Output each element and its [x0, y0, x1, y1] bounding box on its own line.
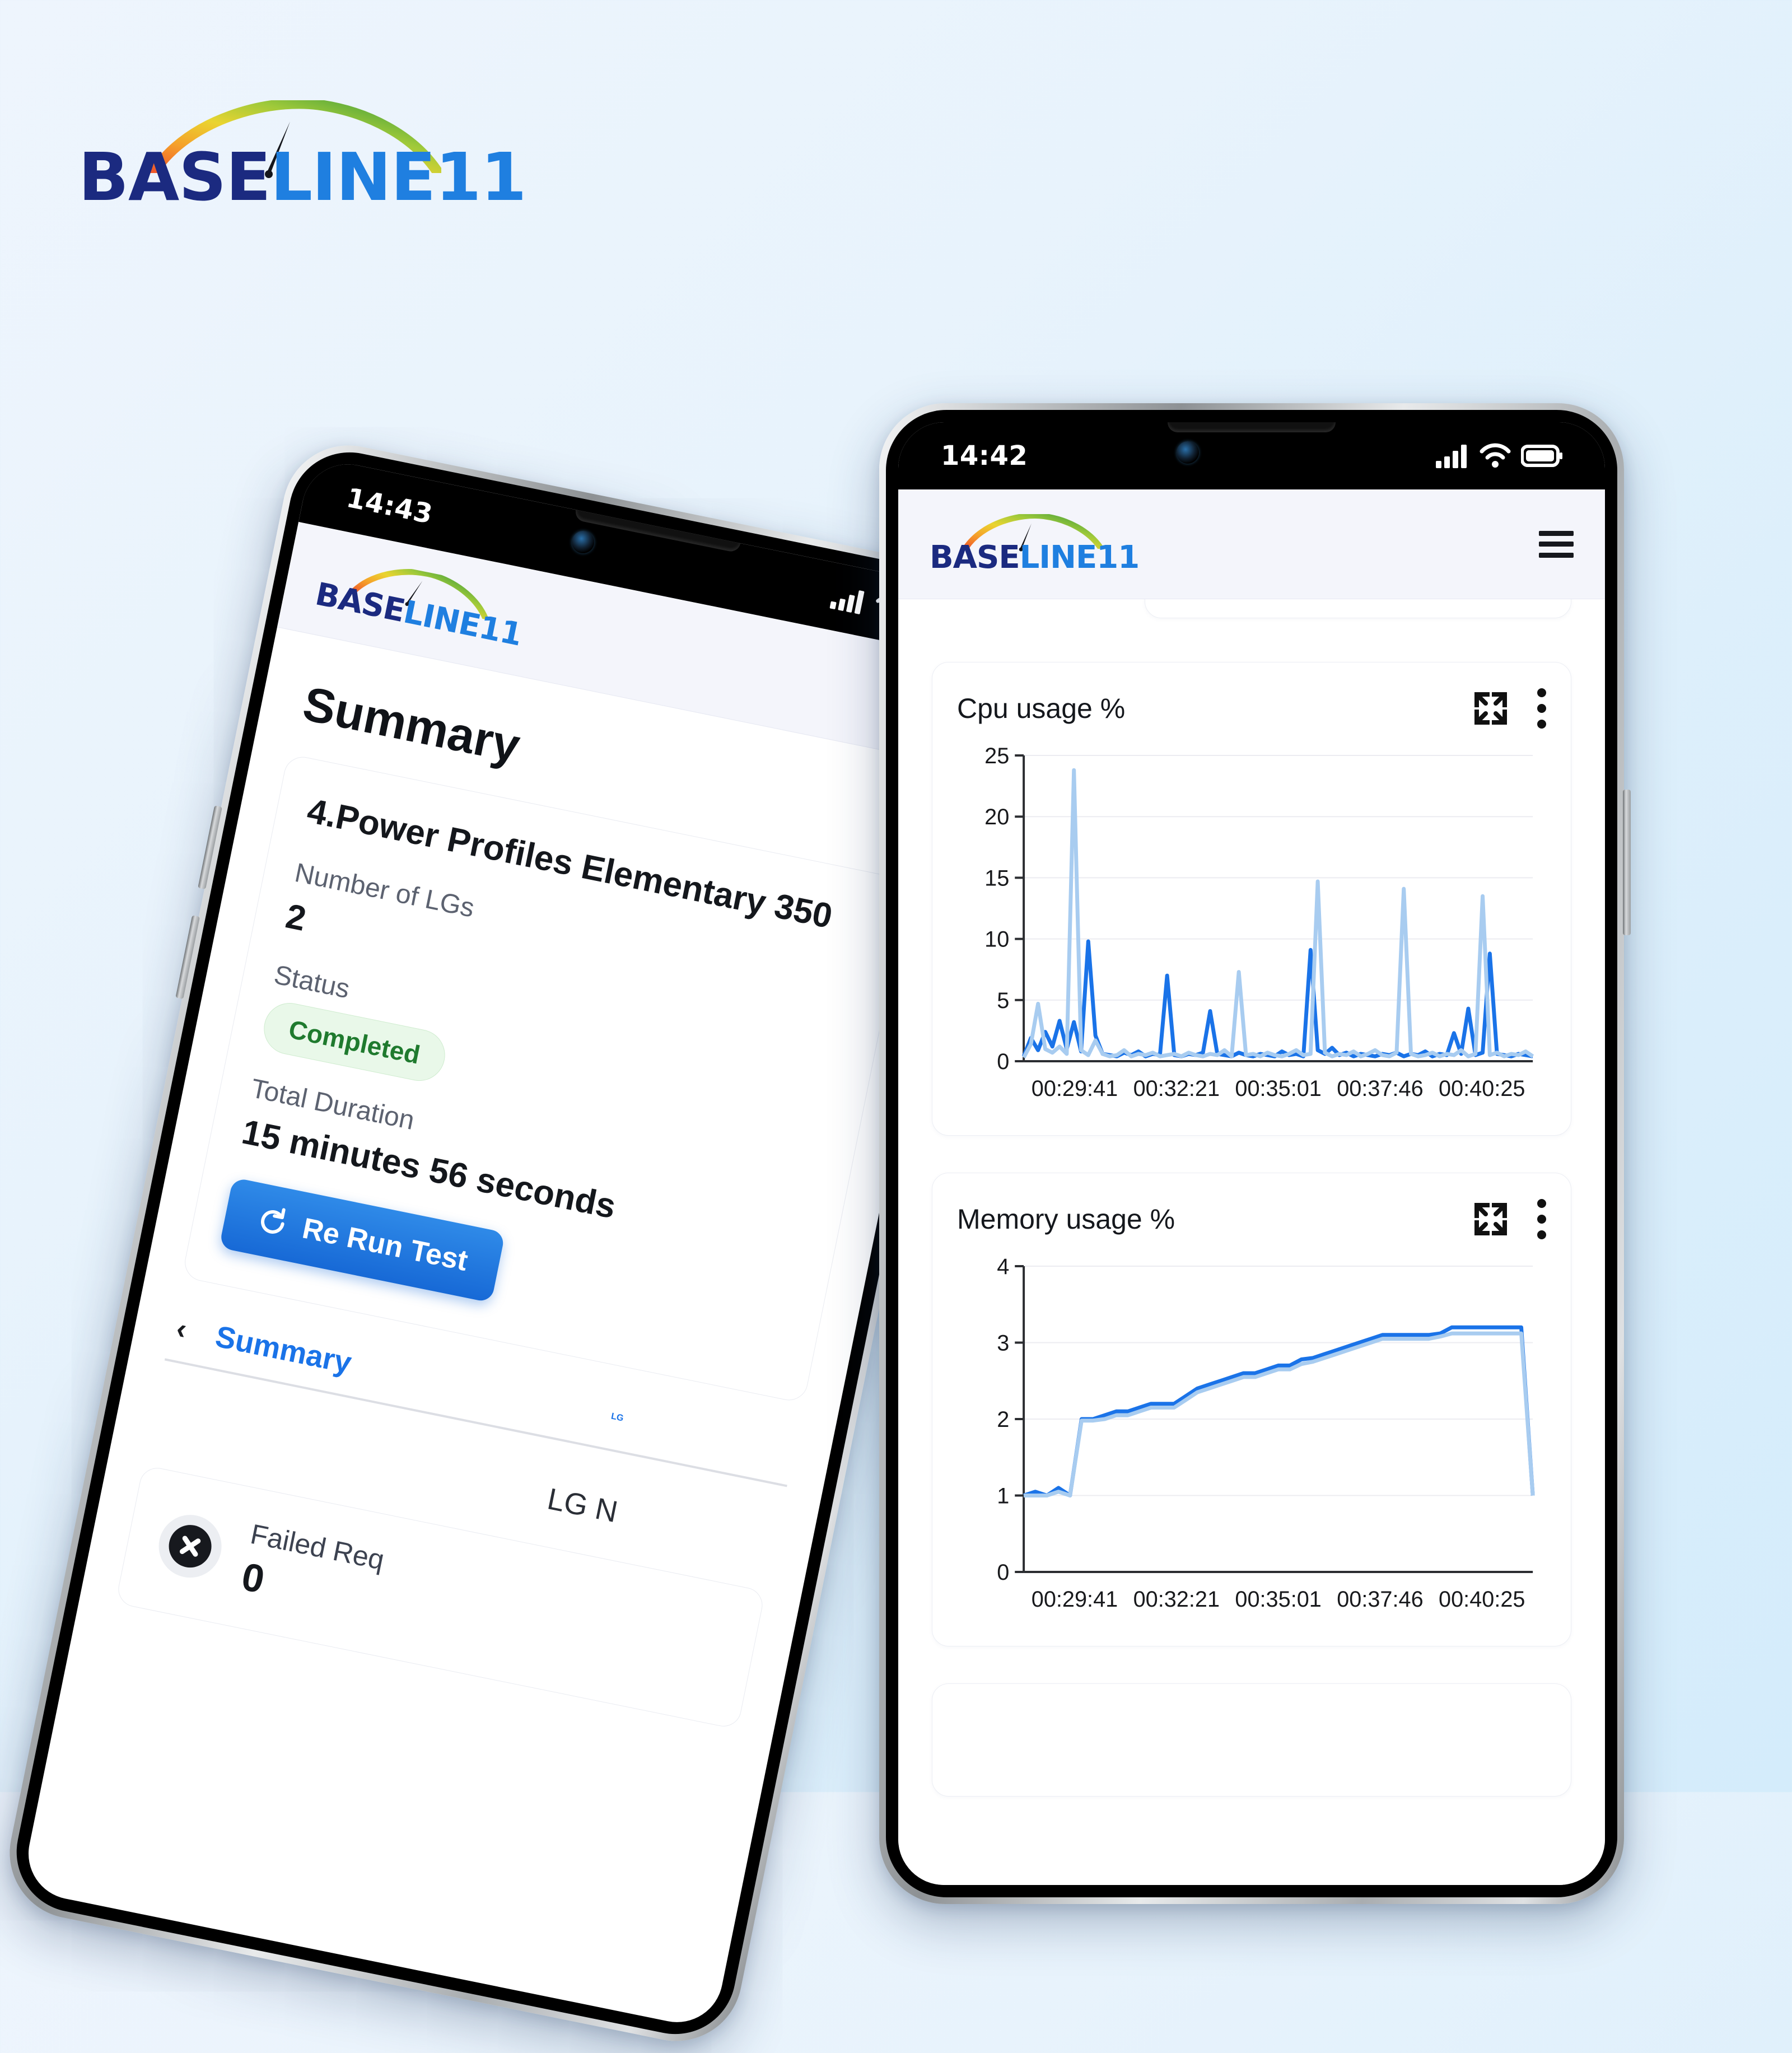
right-status-bar: 14:42 — [898, 422, 1605, 489]
memory-usage-card[interactable]: Memory usage % 0 1 2 3 4 00:29:41 00:32:21 — [932, 1173, 1571, 1646]
fullscreen-expand-icon[interactable] — [1472, 1201, 1509, 1238]
svg-text:00:35:01: 00:35:01 — [1235, 1076, 1321, 1101]
svg-text:4: 4 — [997, 1256, 1009, 1279]
right-phone-power-button[interactable] — [1623, 790, 1631, 935]
card-title: Memory usage % — [957, 1203, 1175, 1235]
signal-bars-icon — [829, 590, 865, 614]
right-phone-screen: 14:42 — [898, 422, 1605, 1885]
card-header: Cpu usage % — [957, 688, 1546, 729]
svg-text:0: 0 — [997, 1560, 1009, 1585]
brand-part-eleven: 11 — [1096, 539, 1140, 576]
front-camera-icon — [1177, 441, 1200, 464]
chevron-left-icon[interactable]: ‹ — [173, 1312, 190, 1346]
speedometer-needle-icon — [1019, 523, 1032, 552]
more-vertical-icon[interactable] — [1537, 1199, 1546, 1239]
refresh-icon — [261, 1208, 286, 1234]
header-brand-logo[interactable]: BASELINE11 — [312, 552, 525, 653]
fullscreen-expand-icon[interactable] — [1472, 690, 1509, 727]
brand-part-eleven: 11 — [435, 138, 526, 216]
tab-lg[interactable]: LG — [610, 1411, 624, 1424]
memory-usage-chart: 0 1 2 3 4 00:29:41 00:32:21 00:35:01 00:37:46 00:… — [957, 1256, 1546, 1626]
svg-text:15: 15 — [984, 866, 1009, 890]
hamburger-menu-icon[interactable] — [1539, 530, 1574, 558]
stat-card-failed-req: Failed Req 0 — [115, 1464, 766, 1730]
right-phone: 14:42 — [879, 403, 1631, 1904]
speedometer-needle-icon — [265, 122, 290, 178]
svg-text:00:37:46: 00:37:46 — [1337, 1587, 1423, 1612]
signal-bars-icon — [1436, 445, 1467, 468]
svg-text:00:35:01: 00:35:01 — [1235, 1587, 1321, 1612]
re-run-test-label: Re Run Test — [300, 1212, 471, 1278]
x-circle-icon — [153, 1509, 227, 1584]
front-camera-icon — [570, 529, 596, 556]
brand-part-eleven: 11 — [476, 609, 525, 654]
speedometer-arc-icon — [351, 568, 489, 620]
speedometer-arc-icon — [963, 514, 1103, 549]
more-vertical-icon[interactable] — [1537, 688, 1546, 729]
battery-icon — [1521, 445, 1562, 467]
svg-text:00:29:41: 00:29:41 — [1032, 1076, 1118, 1101]
svg-text:5: 5 — [997, 988, 1009, 1013]
card-partial-above[interactable] — [1145, 599, 1571, 618]
left-page-body: Summary 4.Power Profiles Elementary 350 … — [20, 627, 969, 2030]
svg-text:0: 0 — [997, 1049, 1009, 1074]
brand-part-base: BASE — [78, 138, 271, 216]
wifi-icon — [1480, 443, 1511, 468]
left-phone-screen: 14:43 — [20, 456, 1005, 2031]
cpu-usage-card[interactable]: Cpu usage % 0 5 10 15 20 25 00:29:41 00:32: — [932, 662, 1571, 1136]
svg-text:00:32:21: 00:32:21 — [1133, 1076, 1220, 1101]
status-time: 14:42 — [941, 440, 1028, 472]
brand-part-line: LINE — [1019, 539, 1098, 576]
card-title: Cpu usage % — [957, 693, 1126, 724]
tab-summary[interactable]: Summary — [212, 1319, 354, 1380]
lg-section-title: LG N — [544, 1482, 620, 1529]
svg-text:00:40:25: 00:40:25 — [1439, 1587, 1525, 1612]
cpu-usage-chart: 0 5 10 15 20 25 00:29:41 00:32:21 00:35:01 00:37:… — [957, 745, 1546, 1115]
speedometer-arc-icon — [150, 100, 441, 173]
right-app-header: BASELINE11 — [898, 489, 1605, 599]
svg-text:00:37:46: 00:37:46 — [1337, 1076, 1423, 1101]
svg-text:20: 20 — [984, 805, 1009, 829]
svg-text:10: 10 — [984, 927, 1009, 951]
card-header: Memory usage % — [957, 1199, 1546, 1239]
svg-text:00:40:25: 00:40:25 — [1439, 1076, 1525, 1101]
right-scroll-content[interactable]: Cpu usage % 0 5 10 15 20 25 00:29:41 00:32: — [898, 599, 1605, 1885]
svg-text:00:32:21: 00:32:21 — [1133, 1587, 1220, 1612]
left-phone: 14:43 — [0, 433, 1027, 2053]
brand-logo: BASELINE11 — [78, 100, 527, 210]
re-run-test-button[interactable]: Re Run Test — [218, 1177, 506, 1303]
header-brand-logo[interactable]: BASELINE11 — [930, 514, 1140, 576]
speedometer-needle-icon — [405, 580, 423, 606]
svg-text:2: 2 — [997, 1407, 1009, 1432]
svg-text:00:29:41: 00:29:41 — [1032, 1587, 1118, 1612]
notch — [1168, 422, 1336, 432]
left-app-header: BASELINE11 — [277, 522, 991, 768]
status-time: 14:43 — [343, 482, 436, 530]
brand-part-base: BASE — [930, 539, 1020, 576]
svg-text:1: 1 — [997, 1483, 1009, 1508]
brand-part-line: LINE — [270, 138, 436, 216]
svg-text:3: 3 — [997, 1331, 1009, 1355]
card-partial-below[interactable] — [932, 1683, 1571, 1797]
svg-text:25: 25 — [984, 745, 1009, 768]
summary-card: 4.Power Profiles Elementary 350 Number o… — [181, 753, 911, 1404]
